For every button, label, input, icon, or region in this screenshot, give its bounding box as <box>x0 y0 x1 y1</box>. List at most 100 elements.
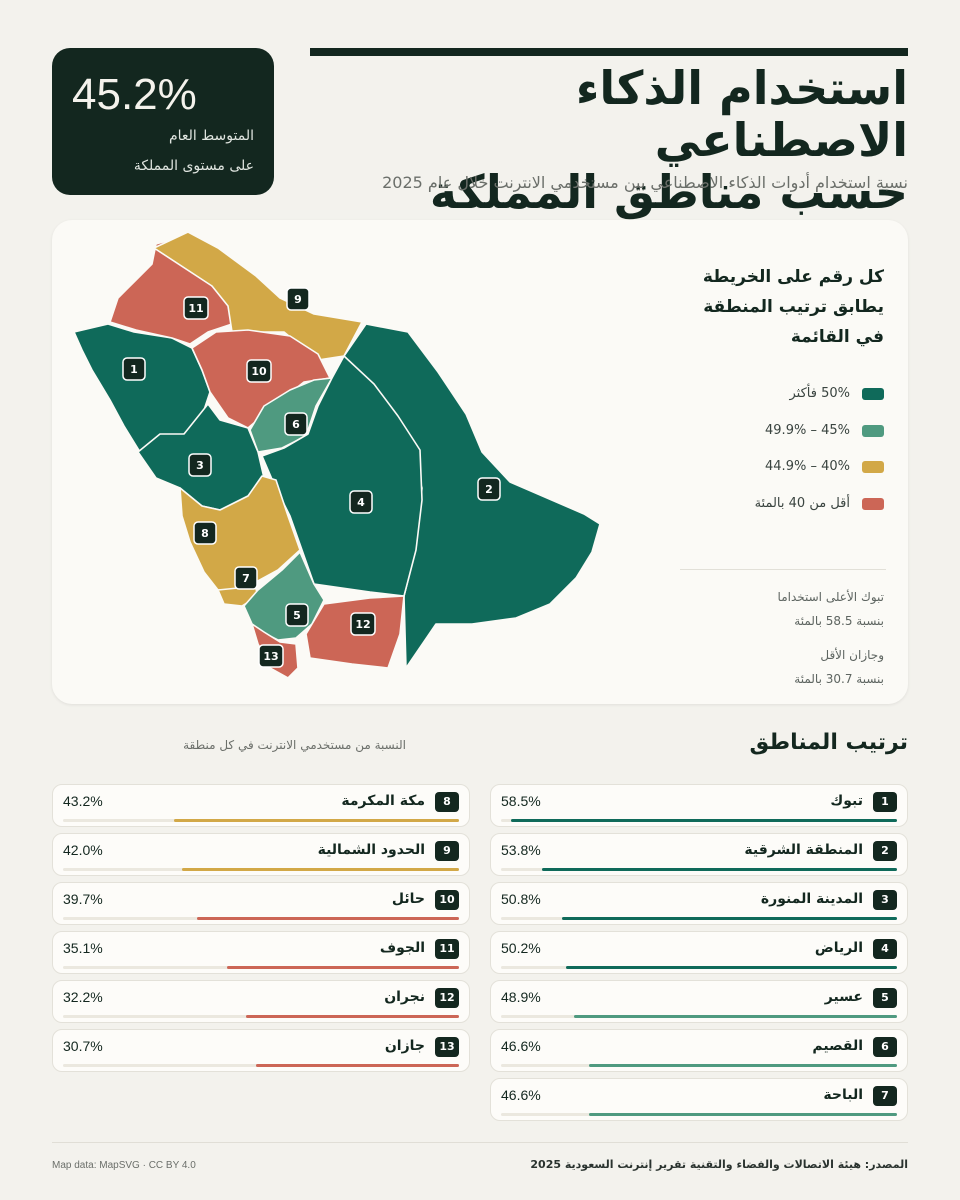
ranking-row-rank: 8 <box>435 792 459 812</box>
title-line-1: استخدام الذكاء الاصطناعي <box>575 61 908 167</box>
map-note: كل رقم على الخريطة يطابق ترتيب المنطقة ف… <box>654 262 884 352</box>
map-card: 1 2 3 4 5 6 7 8 9 10 11 12 13 كل رقم على… <box>52 220 908 704</box>
ranking-row-bar-fill <box>561 917 897 920</box>
ranking-row: 11 الجوف 35.1% <box>52 931 470 974</box>
svg-text:6: 6 <box>292 418 300 431</box>
ranking-row-percent: 50.2% <box>501 940 541 956</box>
legend-label-mid-high: 45% – 49.9% <box>765 423 850 438</box>
ranking-row-name: جازان <box>384 1038 425 1054</box>
ranking-row-rank: 2 <box>873 841 897 861</box>
ranking-row-percent: 42.0% <box>63 842 103 858</box>
map-marker-6: 6 <box>284 412 308 436</box>
legend-swatch-mid-high <box>862 424 884 437</box>
legend-item-mid-high: 45% – 49.9% <box>765 423 884 438</box>
ranking-row-rank: 1 <box>873 792 897 812</box>
ranking-row-rank: 13 <box>435 1037 459 1057</box>
ranking-row-rank: 12 <box>435 988 459 1008</box>
ranking-row-bar-track <box>501 868 897 871</box>
ranking-title: ترتيب المناطق <box>749 730 908 755</box>
ranking-row-name: الرياض <box>814 940 863 956</box>
map-note-line-1: كل رقم على الخريطة <box>702 267 884 287</box>
ranking-row: 5 عسير 48.9% <box>490 980 908 1023</box>
map-marker-8: 8 <box>193 521 217 545</box>
legend-divider <box>680 569 886 570</box>
fact-low-line-1: وجازان الأقل <box>820 648 884 662</box>
map-marker-2: 2 <box>477 477 501 501</box>
ranking-row-name: الحدود الشمالية <box>317 842 425 858</box>
map-note-line-3: في القائمة <box>790 327 884 347</box>
ranking-row-bar-track <box>63 1064 459 1067</box>
ranking-row-rank: 10 <box>435 890 459 910</box>
legend-swatch-mid-low <box>862 460 884 473</box>
svg-text:13: 13 <box>263 650 278 663</box>
ranking-row-percent: 50.8% <box>501 891 541 907</box>
svg-text:12: 12 <box>355 618 370 631</box>
ranking-row-name: تبوك <box>830 793 863 809</box>
ranking-row-percent: 43.2% <box>63 793 103 809</box>
average-label-2: على مستوى المملكة <box>133 158 254 174</box>
map-marker-13: 13 <box>258 644 284 668</box>
ranking-row-name: الباحة <box>823 1087 863 1103</box>
svg-text:1: 1 <box>130 363 138 376</box>
svg-text:10: 10 <box>251 365 267 378</box>
fact-low-line-2: بنسبة 30.7 بالمئة <box>794 672 884 686</box>
svg-text:8: 8 <box>201 527 209 540</box>
ranking-row-percent: 58.5% <box>501 793 541 809</box>
ranking-row-rank: 4 <box>873 939 897 959</box>
ranking-row: 9 الحدود الشمالية 42.0% <box>52 833 470 876</box>
legend-item-mid-low: 40% – 44.9% <box>765 459 884 474</box>
ranking-row-name: القصيم <box>812 1038 863 1054</box>
footer-credit: Map data: MapSVG · CC BY 4.0 <box>52 1160 196 1171</box>
average-card: 45.2% المتوسط العام على مستوى المملكة <box>52 48 274 195</box>
ranking-row-name: المدينة المنورة <box>760 891 863 907</box>
ranking-row-name: نجران <box>384 989 425 1005</box>
saudi-regions-map: 1 2 3 4 5 6 7 8 9 10 11 12 13 <box>73 231 601 679</box>
average-value: 45.2% <box>72 70 197 119</box>
ranking-row-bar-fill <box>589 1113 897 1116</box>
ranking-row-percent: 46.6% <box>501 1087 541 1103</box>
ranking-row-name: حائل <box>391 891 425 907</box>
ranking-row-bar-fill <box>196 917 459 920</box>
average-label-1: المتوسط العام <box>168 128 254 144</box>
ranking-row-rank: 7 <box>873 1086 897 1106</box>
ranking-row-bar-fill <box>173 819 459 822</box>
page-subtitle: نسبة استخدام أدوات الذكاء الاصطناعي بين … <box>382 173 908 192</box>
ranking-row-bar-fill <box>510 819 897 822</box>
ranking-row-percent: 30.7% <box>63 1038 103 1054</box>
region-riyadh[interactable] <box>261 355 423 597</box>
footer-rule <box>52 1142 908 1143</box>
map-marker-7: 7 <box>234 566 258 590</box>
ranking-row-percent: 53.8% <box>501 842 541 858</box>
map-marker-3: 3 <box>188 453 212 477</box>
ranking-caption: النسبة من مستخدمي الانترنت في كل منطقة <box>183 738 406 752</box>
ranking-row-percent: 39.7% <box>63 891 103 907</box>
ranking-row-bar-fill <box>565 966 897 969</box>
legend-label-mid-low: 40% – 44.9% <box>765 459 850 474</box>
ranking-row: 13 جازان 30.7% <box>52 1029 470 1072</box>
ranking-row-bar-track <box>63 1015 459 1018</box>
footer-source: المصدر: هيئة الاتصالات والفضاء والتقنية … <box>530 1158 908 1171</box>
title-line-2: حسب مناطق المملكة <box>429 165 908 219</box>
ranking-row-bar-fill <box>246 1015 459 1018</box>
ranking-row-bar-fill <box>256 1064 459 1067</box>
ranking-row-rank: 11 <box>435 939 459 959</box>
ranking-row-bar-fill <box>227 966 459 969</box>
ranking-row-name: المنطقة الشرقية <box>744 842 863 858</box>
region-makkah[interactable] <box>179 475 301 591</box>
map-note-line-2: يطابق ترتيب المنطقة <box>703 297 884 317</box>
ranking-row-bar-fill <box>574 1015 897 1018</box>
ranking-row-name: عسير <box>824 989 863 1005</box>
ranking-row: 1 تبوك 58.5% <box>490 784 908 827</box>
ranking-row-bar-track <box>501 917 897 920</box>
ranking-row: 2 المنطقة الشرقية 53.8% <box>490 833 908 876</box>
ranking-row-percent: 46.6% <box>501 1038 541 1054</box>
map-marker-4: 4 <box>349 490 373 514</box>
ranking-row-rank: 6 <box>873 1037 897 1057</box>
ranking-row-name: مكة المكرمة <box>341 793 425 809</box>
page-title: استخدام الذكاء الاصطناعي حسب مناطق الممل… <box>348 62 908 218</box>
ranking-row: 8 مكة المكرمة 43.2% <box>52 784 470 827</box>
map-marker-12: 12 <box>350 612 376 636</box>
map-marker-9: 9 <box>286 287 310 311</box>
ranking-row-bar-track <box>501 966 897 969</box>
ranking-row-bar-track <box>501 1015 897 1018</box>
